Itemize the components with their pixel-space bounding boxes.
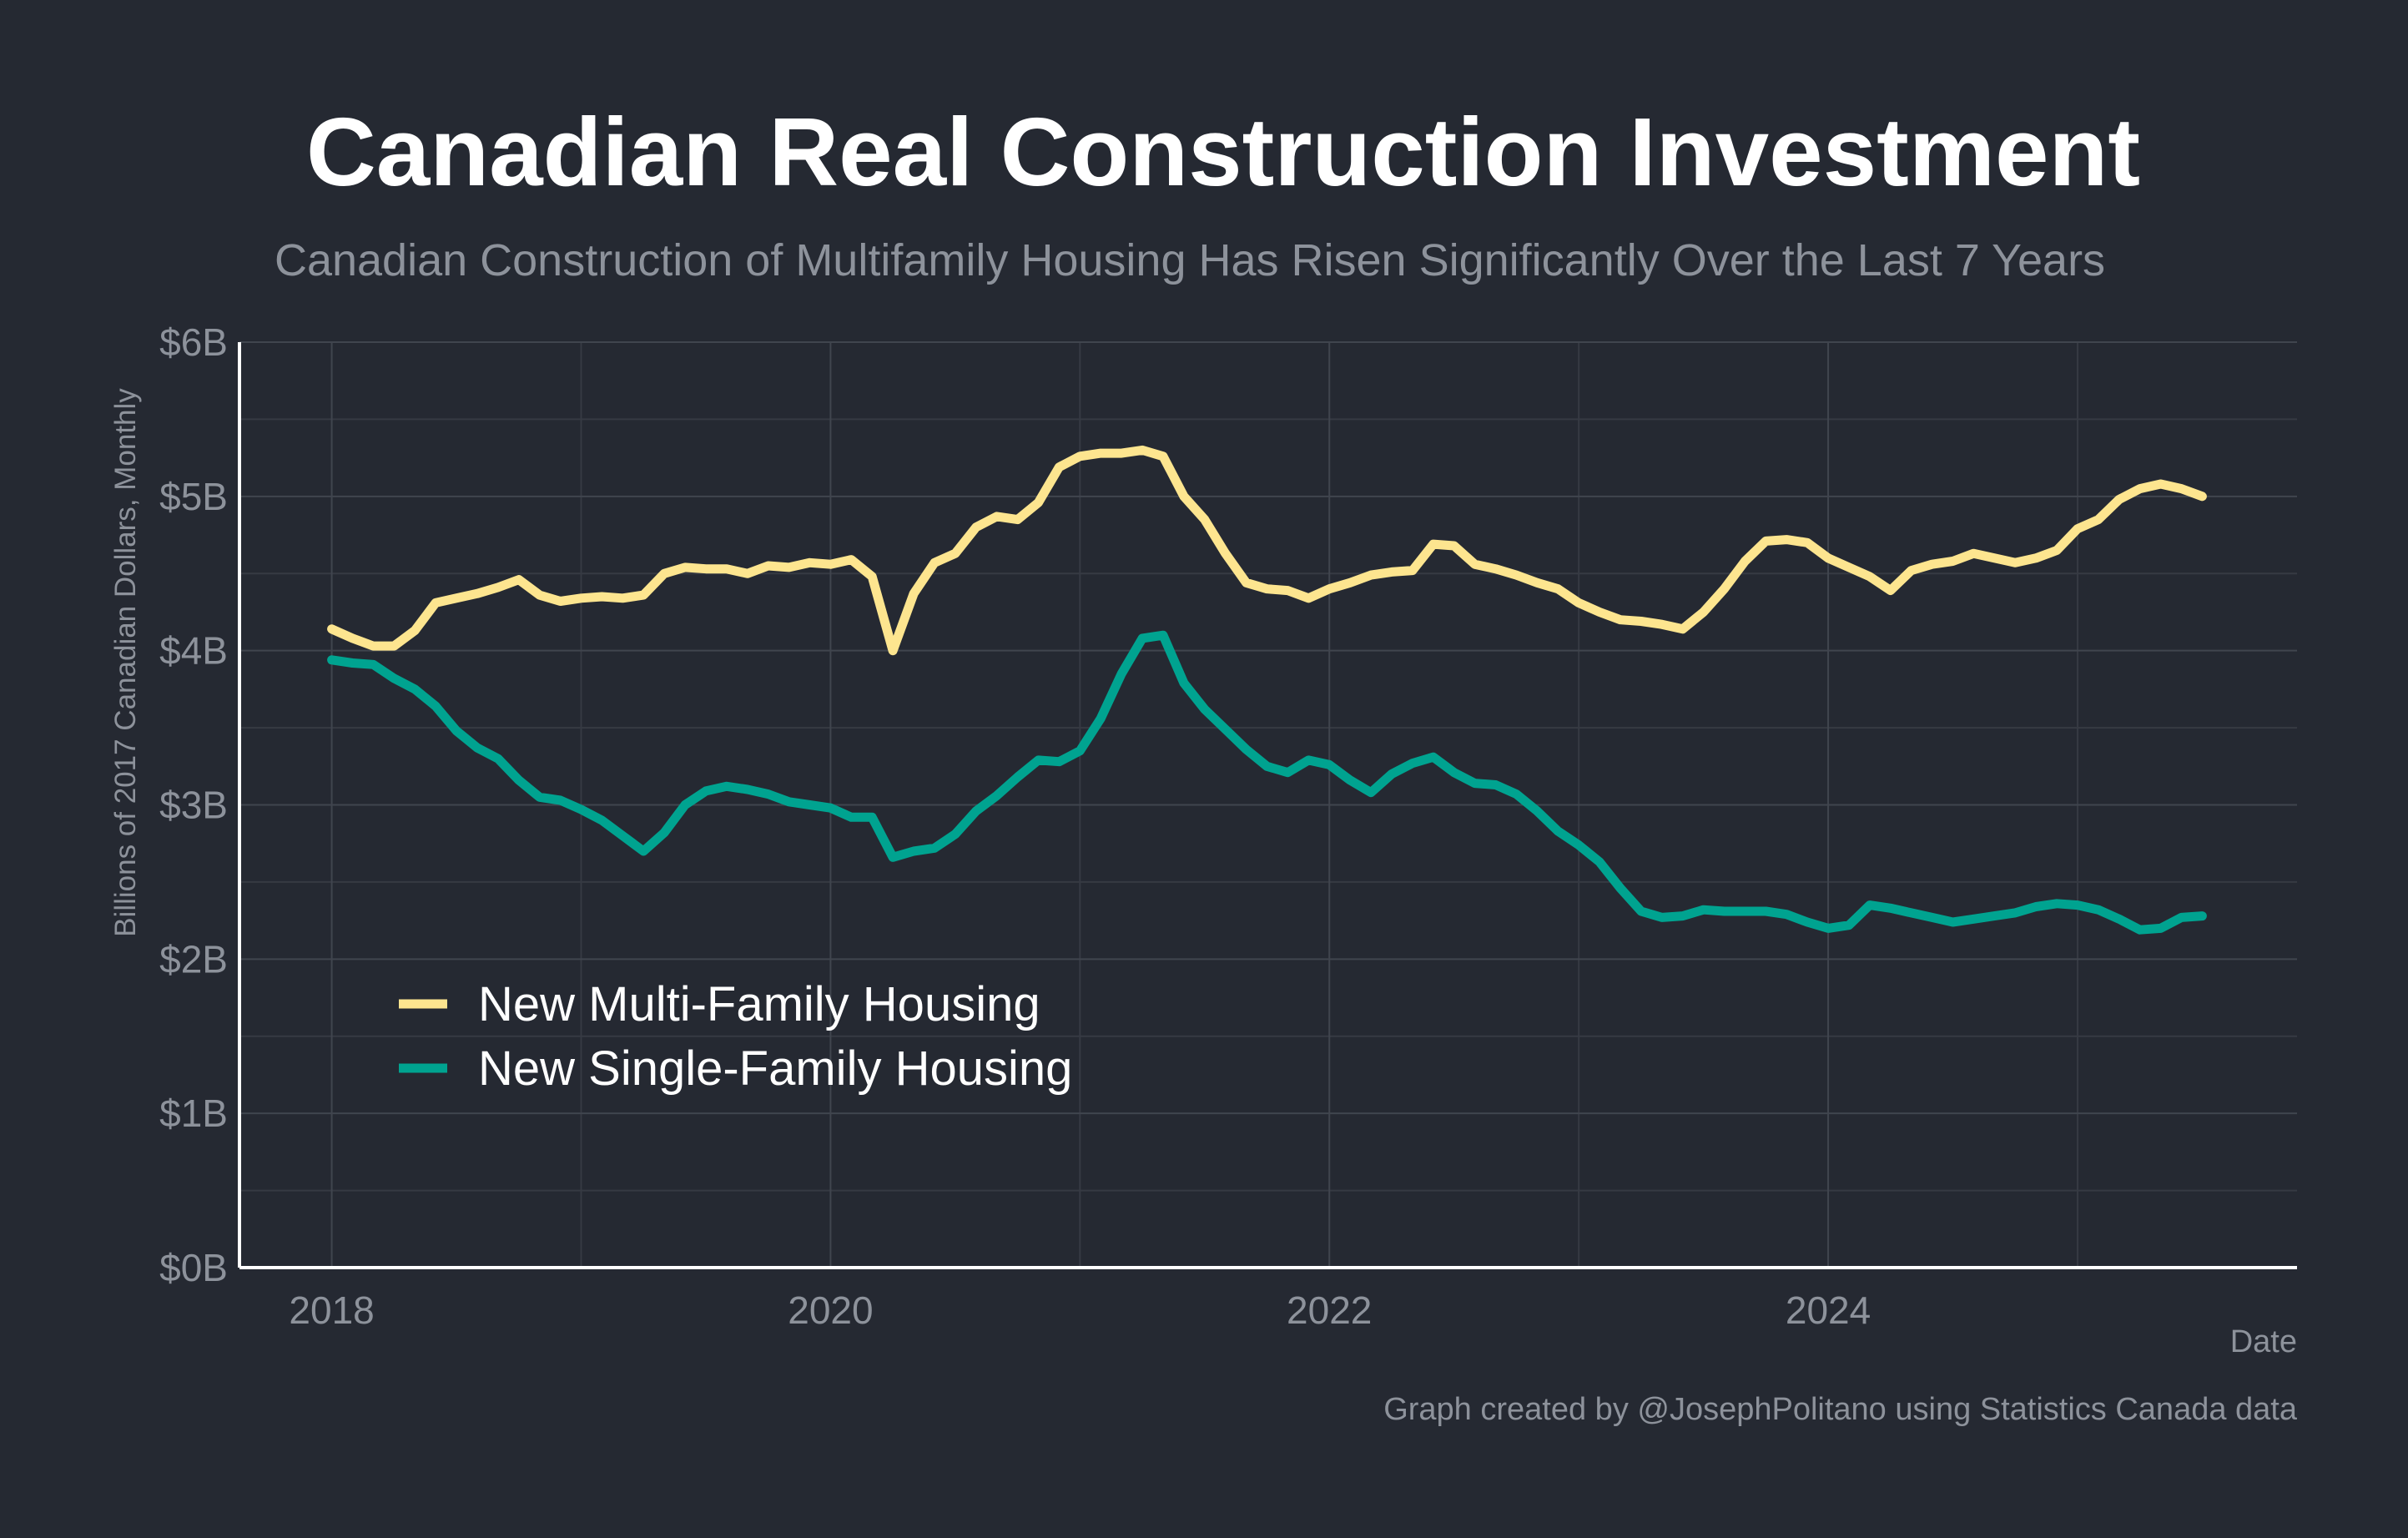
x-tick-label: 2020 <box>788 1288 873 1332</box>
x-tick-label: 2024 <box>1786 1288 1871 1332</box>
y-tick-label: $4B <box>159 629 228 673</box>
y-tick-label: $5B <box>159 475 228 518</box>
y-tick-labels: $0B $1B $2B $3B $4B $5B $6B <box>159 320 228 1289</box>
x-tick-label: 2022 <box>1287 1288 1372 1332</box>
y-tick-label: $2B <box>159 937 228 981</box>
x-tick-label: 2018 <box>289 1288 374 1332</box>
x-tick-labels: 2018 2020 2022 2024 <box>289 1288 1871 1332</box>
chart-subtitle: Canadian Construction of Multifamily Hou… <box>275 235 2105 285</box>
y-tick-label: $1B <box>159 1092 228 1135</box>
legend: New Multi-Family Housing New Single-Famil… <box>399 977 1072 1096</box>
y-tick-label: $0B <box>159 1246 228 1289</box>
chart-caption: Graph created by @JosephPolitano using S… <box>1383 1392 2298 1427</box>
series-layer <box>327 445 2207 935</box>
series-line-single-family <box>327 630 2207 935</box>
chart-title: Canadian Real Construction Investment <box>306 98 2140 206</box>
legend-entry: New Multi-Family Housing <box>478 977 1040 1031</box>
x-axis-label: Date <box>2230 1324 2297 1359</box>
y-axis-label: Billions of 2017 Canadian Dollars, Month… <box>109 388 142 937</box>
y-tick-label: $3B <box>159 784 228 827</box>
series-line-multi-family <box>327 445 2207 656</box>
legend-entry: New Single-Family Housing <box>478 1041 1072 1096</box>
y-tick-label: $6B <box>159 320 228 364</box>
